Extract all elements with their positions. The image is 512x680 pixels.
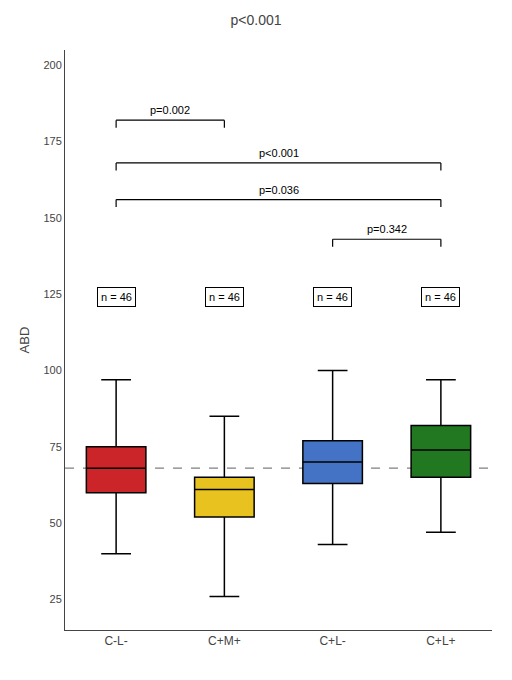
svg-text:n = 46: n = 46 (425, 291, 456, 303)
svg-text:50: 50 (50, 517, 62, 529)
svg-text:175: 175 (43, 135, 61, 147)
svg-text:75: 75 (50, 441, 62, 453)
svg-text:p=0.036: p=0.036 (259, 184, 299, 196)
svg-text:C+L+: C+L+ (426, 634, 455, 648)
svg-text:125: 125 (43, 288, 61, 300)
svg-text:C+L-: C+L- (319, 634, 345, 648)
svg-text:p=0.342: p=0.342 (367, 223, 407, 235)
svg-text:C+M+: C+M+ (208, 634, 241, 648)
svg-text:p<0.001: p<0.001 (259, 147, 299, 159)
svg-text:150: 150 (43, 212, 61, 224)
svg-text:n = 46: n = 46 (101, 291, 132, 303)
svg-text:100: 100 (43, 364, 61, 376)
svg-text:200: 200 (43, 59, 61, 71)
svg-text:n = 46: n = 46 (209, 291, 240, 303)
svg-text:p=0.002: p=0.002 (150, 104, 190, 116)
svg-text:25: 25 (50, 593, 62, 605)
svg-text:ABD: ABD (17, 327, 32, 354)
svg-text:p<0.001: p<0.001 (231, 12, 282, 28)
svg-text:n = 46: n = 46 (317, 291, 348, 303)
svg-text:C-L-: C-L- (104, 634, 127, 648)
